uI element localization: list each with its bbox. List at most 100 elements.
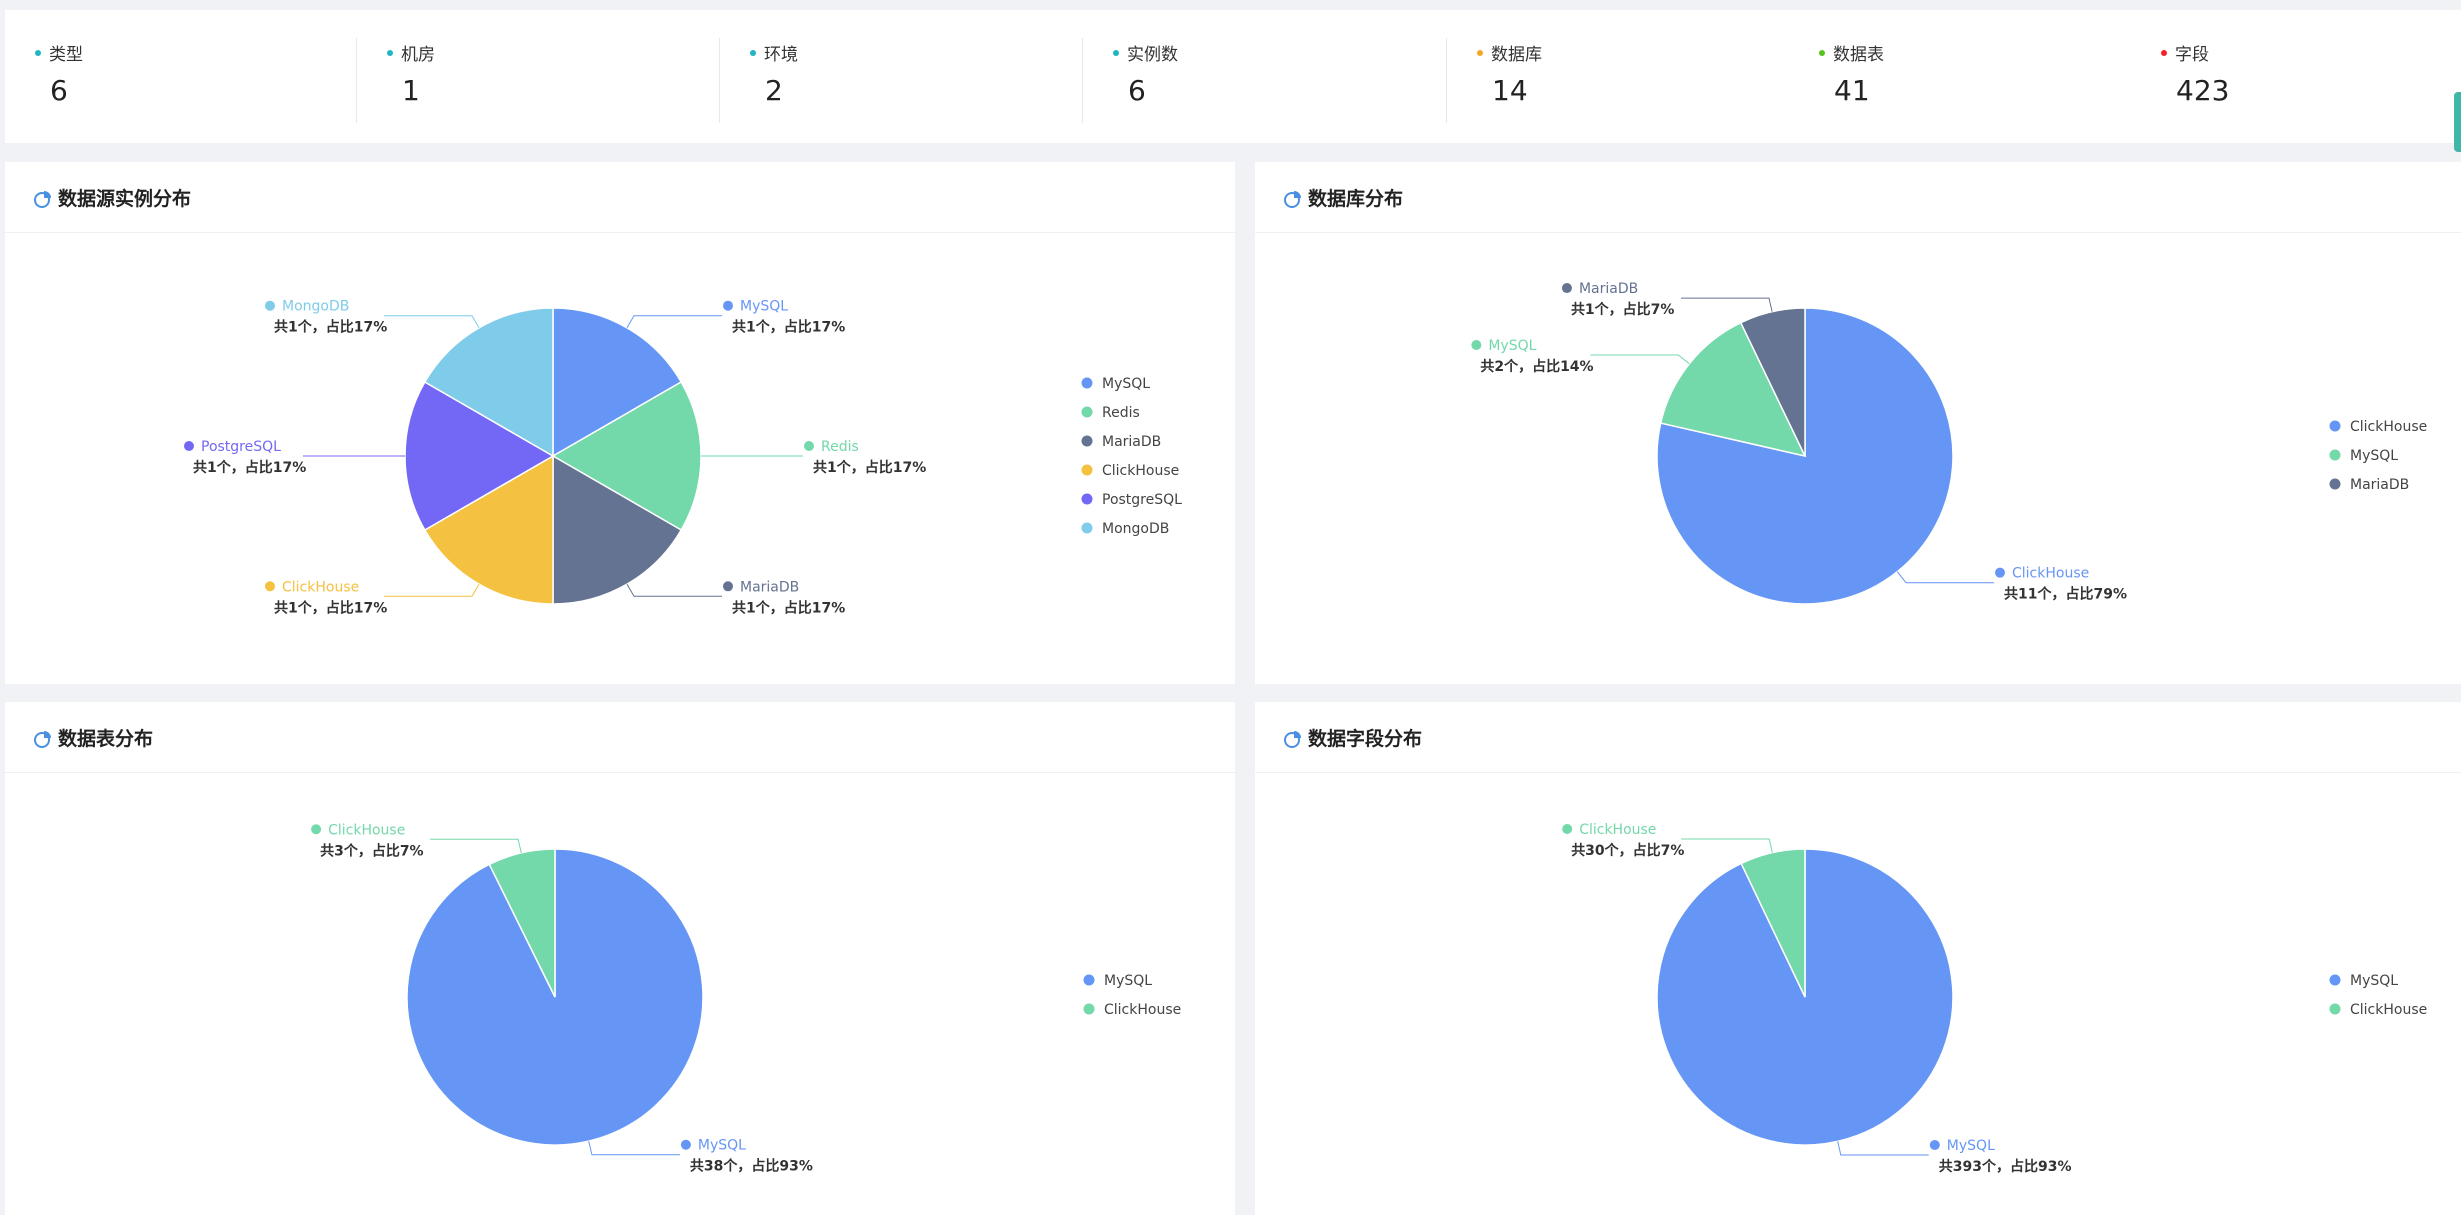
stat-instances: 实例数 6	[1083, 10, 1447, 143]
pie-slice[interactable]	[423, 307, 554, 458]
side-drawer-handle[interactable]	[2454, 92, 2461, 152]
legend-item[interactable]: ClickHouse	[1104, 1002, 1181, 1018]
label-marker	[1561, 283, 1572, 294]
divider	[1446, 38, 1447, 123]
leader-line	[626, 583, 722, 597]
stat-dot	[750, 50, 756, 56]
legend-item[interactable]: ClickHouse	[2350, 419, 2427, 435]
stat-label: 类型	[49, 45, 83, 65]
pie-slice[interactable]	[1659, 321, 1807, 458]
pie-chart-icon	[1284, 731, 1301, 748]
stat-label: 数据库	[1491, 45, 1542, 65]
slice-label-value: 共1个，占比17%	[732, 599, 845, 616]
pie-slice[interactable]	[1739, 307, 1806, 457]
leader-line	[1896, 571, 1994, 584]
slice-label-name: ClickHouse	[2012, 566, 2089, 582]
pie-chart-icon	[34, 191, 51, 208]
legend-marker[interactable]	[1083, 974, 1095, 986]
legend-item[interactable]: MySQL	[1104, 973, 1152, 989]
pie-chart-icon	[1284, 191, 1301, 208]
stat-dot	[35, 50, 41, 56]
slice-label-value: 共393个，占比93%	[1939, 1158, 2072, 1175]
legend-marker[interactable]	[1081, 406, 1093, 418]
card-header: 数据表分布	[5, 702, 1235, 773]
stat-value: 1	[402, 74, 420, 107]
legend-item[interactable]: Redis	[1102, 405, 1140, 421]
pie-slice[interactable]	[423, 454, 554, 605]
slice-label-name: MySQL	[740, 299, 788, 315]
slice-label-value: 共38个，占比93%	[690, 1158, 813, 1175]
slice-label-name: MongoDB	[282, 299, 349, 315]
instance-distribution-card: 数据源实例分布 MySQL 共1个，占比17% Redis 共1个，占比17% Mari…	[5, 162, 1235, 684]
stat-env: 环境 2	[720, 10, 1083, 143]
leader-line	[1681, 838, 1773, 853]
slice-label-value: 共1个，占比17%	[274, 599, 387, 616]
legend-marker[interactable]	[1081, 464, 1093, 476]
legend-marker[interactable]	[2329, 974, 2341, 986]
legend-marker[interactable]	[1081, 377, 1093, 389]
slice-label-value: 共1个，占比17%	[813, 459, 926, 476]
slice-label-name: ClickHouse	[282, 579, 359, 595]
stat-label: 环境	[764, 45, 798, 65]
pie-slice[interactable]	[1740, 848, 1806, 998]
table-distribution-card: 数据表分布 MySQL 共38个，占比93% ClickHouse 共3个，占比7% M…	[5, 702, 1235, 1215]
label-marker	[723, 581, 733, 592]
label-marker	[1562, 824, 1573, 835]
stat-label: 数据表	[1833, 45, 1884, 65]
pie-slice[interactable]	[552, 307, 683, 458]
legend-marker[interactable]	[1081, 493, 1093, 505]
label-marker	[311, 824, 322, 835]
card-header: 数据字段分布	[1255, 702, 2461, 773]
legend-item[interactable]: MariaDB	[2350, 477, 2409, 493]
stat-room: 机房 1	[357, 10, 720, 143]
slice-label-value: 共30个，占比7%	[1571, 842, 1684, 859]
card-title: 数据字段分布	[1308, 728, 1423, 750]
slice-label-value: 共1个，占比7%	[1571, 301, 1675, 318]
pie-slice[interactable]	[551, 380, 702, 532]
divider	[719, 38, 720, 123]
pie-slice[interactable]	[488, 848, 556, 998]
pie-slice[interactable]	[404, 380, 555, 532]
leader-line	[384, 315, 480, 329]
legend-item[interactable]: MySQL	[2350, 973, 2398, 989]
legend-item[interactable]: PostgreSQL	[1102, 492, 1182, 508]
label-marker	[1929, 1139, 1940, 1150]
label-marker	[1471, 339, 1482, 350]
legend-item[interactable]: MariaDB	[1102, 434, 1161, 450]
stats-bar: 类型 6 机房 1 环境 2 实例数 6 数据库 14 数据表 41 字段 42…	[5, 10, 2461, 143]
legend-item[interactable]: MySQL	[2350, 448, 2398, 464]
pie-slice[interactable]	[552, 454, 683, 605]
stat-dot	[1113, 50, 1119, 56]
pie-chart: MySQL 共38个，占比93% ClickHouse 共3个，占比7% MySQL Cl…	[311, 822, 1181, 1175]
legend-marker[interactable]	[2329, 449, 2341, 461]
label-marker	[265, 581, 275, 592]
legend-marker[interactable]	[2329, 1003, 2341, 1015]
leader-line	[1837, 1141, 1929, 1156]
stat-value: 2	[765, 74, 783, 107]
legend-marker[interactable]	[1081, 522, 1093, 534]
pie-chart: MySQL 共393个，占比93% ClickHouse 共30个，占比7% MySQL…	[1562, 822, 2427, 1175]
legend-marker[interactable]	[1083, 1003, 1095, 1015]
slice-label-value: 共1个，占比17%	[274, 319, 387, 336]
slice-label-value: 共1个，占比17%	[193, 459, 306, 476]
card-header: 数据源实例分布	[5, 162, 1235, 233]
legend-item[interactable]: MongoDB	[1102, 521, 1169, 537]
legend-marker[interactable]	[1081, 435, 1093, 447]
slice-label-name: PostgreSQL	[201, 439, 281, 455]
divider	[1082, 38, 1083, 123]
divider	[356, 38, 357, 123]
slice-label-name: ClickHouse	[328, 822, 405, 838]
stat-label: 机房	[401, 45, 435, 65]
legend-item[interactable]: MySQL	[1102, 376, 1150, 392]
stat-dot	[387, 50, 393, 56]
legend-marker[interactable]	[2329, 420, 2341, 432]
legend-item[interactable]: ClickHouse	[2350, 1002, 2427, 1018]
label-marker	[723, 300, 733, 311]
database-distribution-card: 数据库分布 ClickHouse 共11个，占比79% MySQL 共2个，占比14%…	[1255, 162, 2461, 684]
legend-item[interactable]: ClickHouse	[1102, 463, 1179, 479]
legend-marker[interactable]	[2329, 478, 2341, 490]
leader-line	[384, 583, 480, 597]
slice-label-name: MySQL	[1488, 338, 1536, 354]
stat-dot	[1819, 50, 1825, 56]
pie-chart: ClickHouse 共11个，占比79% MySQL 共2个，占比14% MariaD…	[1471, 281, 2427, 605]
